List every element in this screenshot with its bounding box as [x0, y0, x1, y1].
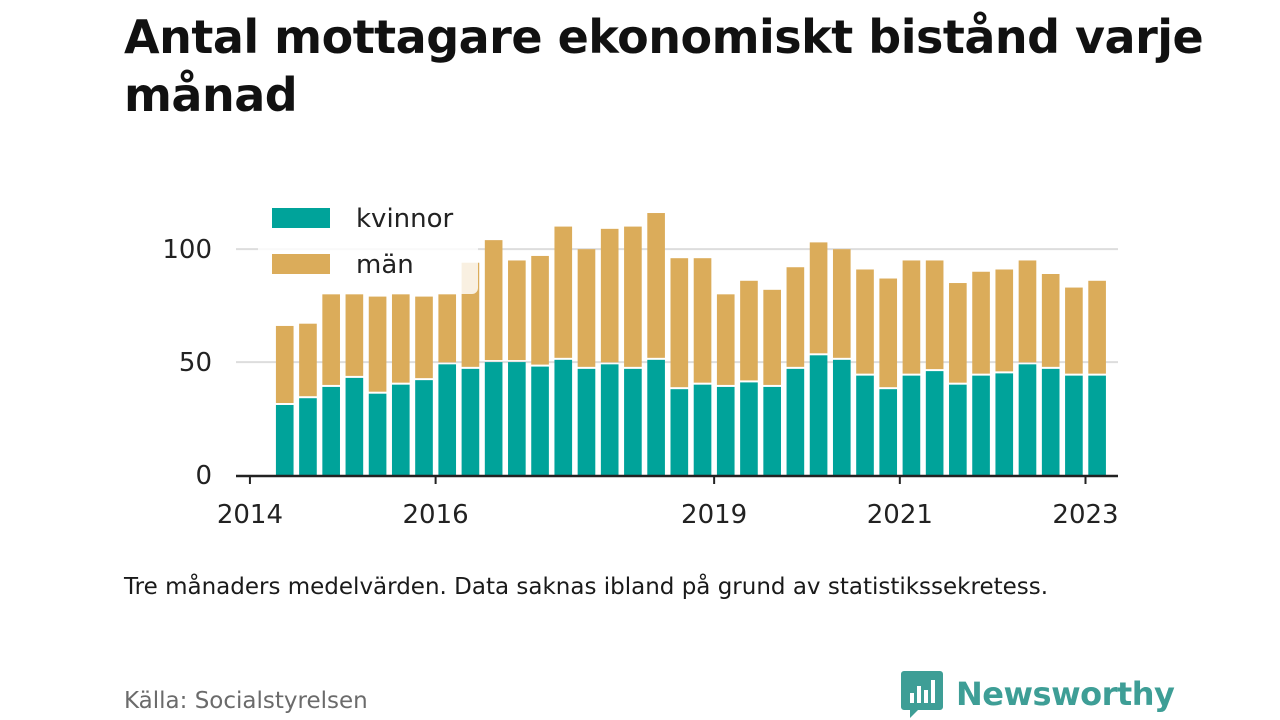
bar-man-10	[508, 260, 526, 361]
y-tick-label: 50	[179, 348, 212, 378]
bar-kvinnor-10	[508, 362, 526, 475]
bar-kvinnor-19	[716, 386, 735, 475]
bar-man-14	[600, 228, 619, 363]
bar-man-23	[809, 242, 828, 354]
bar-kvinnor-16	[647, 359, 665, 475]
bar-kvinnor-27	[902, 375, 921, 475]
bar-man-2	[322, 294, 340, 385]
x-tick-label: 2019	[681, 500, 747, 530]
bar-man-34	[1065, 287, 1083, 374]
bar-man-33	[1041, 274, 1060, 367]
bar-kvinnor-32	[1018, 364, 1037, 475]
bar-man-12	[554, 226, 573, 358]
bar-kvinnor-29	[949, 384, 967, 475]
bar-kvinnor-20	[740, 382, 758, 475]
legend-swatch-kvinnor	[272, 208, 330, 228]
legend: kvinnor män	[258, 192, 478, 294]
bar-man-21	[763, 289, 781, 385]
bar-man-28	[925, 260, 944, 370]
bar-man-5	[391, 294, 410, 383]
bar-kvinnor-3	[345, 377, 364, 475]
bar-kvinnor-26	[879, 389, 898, 475]
y-tick-label: 100	[162, 235, 212, 265]
bar-kvinnor-14	[600, 364, 619, 475]
bar-man-27	[902, 260, 921, 374]
bar-kvinnor-23	[809, 355, 828, 475]
bar-man-13	[577, 249, 596, 367]
bar-kvinnor-28	[925, 371, 944, 475]
bar-kvinnor-17	[670, 389, 689, 475]
bar-man-31	[995, 269, 1014, 372]
bar-man-22	[786, 267, 805, 367]
x-tick-label: 2016	[403, 500, 469, 530]
bar-kvinnor-11	[531, 366, 549, 475]
newsworthy-logo-icon	[901, 671, 943, 718]
bar-kvinnor-13	[577, 368, 596, 475]
brand-logo: Newsworthy	[900, 668, 1175, 720]
chart-title: Antal mottagare ekonomiskt bistånd varje…	[124, 10, 1204, 122]
bar-kvinnor-34	[1065, 375, 1083, 475]
bar-kvinnor-6	[415, 380, 433, 475]
bar-kvinnor-5	[391, 384, 410, 475]
bar-man-16	[647, 213, 665, 358]
x-tick-label: 2021	[867, 500, 933, 530]
bar-kvinnor-24	[832, 359, 851, 475]
bar-man-9	[484, 240, 503, 361]
x-tick-label: 2014	[217, 500, 283, 530]
legend-label: kvinnor	[356, 204, 454, 234]
bar-man-25	[856, 269, 874, 374]
bar-man-32	[1018, 260, 1037, 363]
y-axis-ticks: 0 50 100	[162, 235, 212, 491]
bar-man-6	[415, 296, 433, 379]
y-tick-label: 0	[195, 461, 212, 491]
bar-kvinnor-31	[995, 373, 1014, 475]
bar-man-35	[1088, 280, 1106, 374]
bar-man-24	[832, 249, 851, 358]
bar-kvinnor-2	[322, 386, 340, 475]
bar-man-19	[716, 294, 735, 385]
x-axis-ticks: 2014 2016 2019 2021 2023	[217, 476, 1119, 530]
bar-man-20	[740, 280, 758, 381]
bar-man-29	[949, 283, 967, 383]
bars	[275, 213, 1106, 475]
bar-man-4	[368, 296, 387, 392]
source-label: Källa: Socialstyrelsen	[124, 688, 368, 714]
brand-name: Newsworthy	[956, 675, 1175, 713]
chart-note: Tre månaders medelvärden. Data saknas ib…	[124, 574, 1049, 600]
bar-man-18	[693, 258, 712, 383]
bar-chart: 0 50 100 2014 2016 2019 2021 2023 kvinnor män	[162, 192, 1119, 530]
bar-man-1	[299, 323, 317, 397]
bar-kvinnor-21	[763, 386, 781, 475]
bar-kvinnor-30	[972, 375, 990, 475]
bar-kvinnor-15	[624, 368, 642, 475]
bar-man-3	[345, 294, 364, 376]
bar-kvinnor-22	[786, 368, 805, 475]
bar-man-26	[879, 278, 898, 388]
bar-man-15	[624, 226, 642, 367]
bar-kvinnor-12	[554, 359, 573, 475]
bar-kvinnor-25	[856, 375, 874, 475]
bar-kvinnor-18	[693, 384, 712, 475]
bar-kvinnor-7	[438, 364, 457, 475]
legend-swatch-man	[272, 254, 330, 274]
x-tick-label: 2023	[1052, 500, 1118, 530]
bar-man-11	[531, 255, 549, 365]
bar-kvinnor-1	[299, 398, 317, 475]
bar-kvinnor-33	[1041, 368, 1060, 475]
bar-kvinnor-0	[275, 404, 294, 475]
bar-kvinnor-4	[368, 393, 387, 475]
legend-label: män	[356, 250, 414, 280]
bar-man-17	[670, 258, 689, 388]
bar-kvinnor-9	[484, 362, 503, 475]
bar-man-30	[972, 271, 990, 374]
bar-man-0	[275, 325, 294, 403]
bar-man-7	[438, 294, 457, 363]
bar-kvinnor-35	[1088, 375, 1106, 475]
bar-kvinnor-8	[461, 368, 480, 475]
